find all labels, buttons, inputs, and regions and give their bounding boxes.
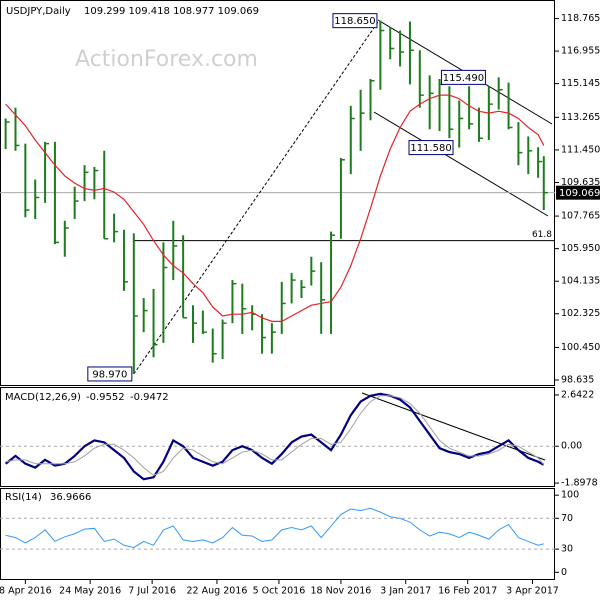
y-tick-label: 105.950 <box>561 243 600 254</box>
price-subtitle: 109.299 109.418 108.977 109.069 <box>84 6 259 17</box>
y-tick-label: 100.450 <box>561 342 600 353</box>
price-title: USDJPY,Daily <box>6 6 71 17</box>
swing-line <box>133 20 380 375</box>
macd-signal-value: -0.9472 <box>130 392 169 403</box>
x-tick-label: 18 Nov 2016 <box>310 586 371 597</box>
y-tick-label: 0.00 <box>561 441 582 452</box>
watermark: ActionForex.com <box>75 47 258 72</box>
annotation-label: 111.580 <box>410 143 451 154</box>
y-tick-label: 102.325 <box>561 308 600 319</box>
x-tick-label: 5 Oct 2016 <box>253 586 306 597</box>
y-tick-label: 107.765 <box>561 211 600 222</box>
x-tick-label: 16 Feb 2017 <box>438 586 497 597</box>
macd-value: -0.9552 <box>86 392 125 403</box>
last-price-label: 109.069 <box>559 188 600 199</box>
last-price-box <box>556 185 600 200</box>
x-tick-label: 22 Aug 2016 <box>187 586 248 597</box>
y-tick-label: 116.955 <box>561 46 600 57</box>
annotation-label: 98.970 <box>92 369 127 380</box>
y-tick-label: 100 <box>561 490 579 501</box>
x-tick-label: 3 Jan 2017 <box>380 586 431 597</box>
indicator-line <box>4 392 545 481</box>
y-tick-label: 70 <box>561 513 573 524</box>
y-tick-label: 30 <box>561 544 573 555</box>
macd-trendline <box>361 392 546 461</box>
y-tick-label: 118.765 <box>561 13 600 24</box>
annotation-label: 115.490 <box>443 73 484 84</box>
macd-panel <box>0 387 555 487</box>
x-tick-label: 8 Apr 2016 <box>0 586 52 597</box>
y-tick-label: 104.135 <box>561 276 600 287</box>
annotation-box <box>408 140 454 156</box>
y-tick-label: 109.635 <box>561 177 600 188</box>
channel-lower <box>373 111 549 217</box>
y-tick-label: 111.450 <box>561 144 600 155</box>
x-tick-label: 24 May 2016 <box>59 586 121 597</box>
moving-average <box>5 94 545 322</box>
y-tick-label: 113.265 <box>561 112 600 123</box>
rsi-value: 36.9666 <box>50 492 91 503</box>
annotation-box <box>332 13 378 29</box>
annotation-box <box>87 366 133 382</box>
y-tick-label: 0 <box>561 567 567 578</box>
fib-label: 61.8 <box>532 230 552 240</box>
y-tick-label: -1.8978 <box>561 478 598 489</box>
y-tick-label: 115.145 <box>561 78 600 89</box>
rsi-title: RSI(14) <box>5 492 42 503</box>
annotation-label: 118.650 <box>334 16 375 27</box>
x-tick-label: 3 Apr 2017 <box>506 586 559 597</box>
rsi-panel <box>0 488 555 580</box>
x-tick-label: 7 Jul 2016 <box>128 586 176 597</box>
indicator-line <box>5 507 544 549</box>
macd-title: MACD(12,26,9) <box>5 392 81 403</box>
indicator-line <box>5 395 545 476</box>
y-tick-label: 98.635 <box>561 374 594 385</box>
y-tick-label: 2.6422 <box>561 389 594 400</box>
annotation-box <box>440 69 486 85</box>
